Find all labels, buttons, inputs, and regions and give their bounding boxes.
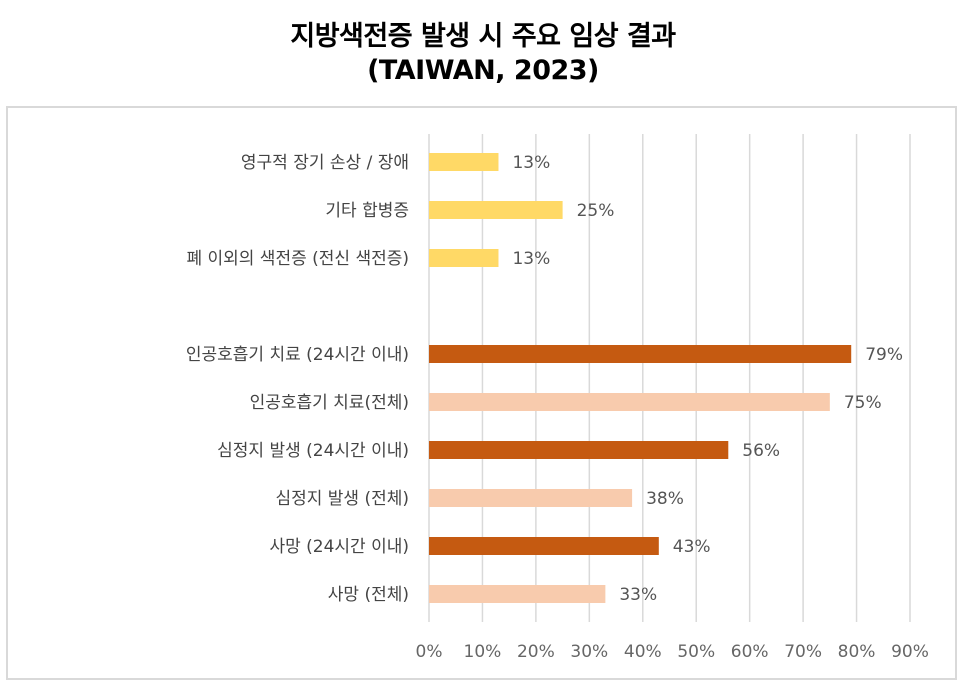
- category-label: 인공호흡기 치료 (24시간 이내): [186, 345, 409, 365]
- bar: [429, 249, 499, 267]
- category-label: 사망 (24시간 이내): [269, 537, 409, 557]
- x-tick-label: 10%: [464, 642, 502, 662]
- x-tick-label: 70%: [784, 642, 822, 662]
- bar: [429, 441, 729, 459]
- bar: [429, 489, 633, 507]
- value-labels: 13% 25% 13% 79% 75% 56% 38% 43% 33%: [512, 153, 903, 605]
- data-label: 56%: [742, 441, 780, 461]
- bar: [429, 201, 563, 219]
- data-label: 13%: [512, 249, 550, 269]
- data-label: 75%: [844, 393, 882, 413]
- chart-subtitle: (TAIWAN, 2023): [367, 55, 599, 86]
- x-tick-label: 80%: [838, 642, 876, 662]
- data-label: 33%: [619, 585, 657, 605]
- data-label: 25%: [577, 201, 615, 221]
- bar: [429, 153, 499, 171]
- bar: [429, 345, 852, 363]
- bar: [429, 537, 659, 555]
- data-label: 79%: [865, 345, 903, 365]
- category-label: 인공호흡기 치료(전체): [250, 393, 409, 413]
- x-tick-labels: 0% 10% 20% 30% 40% 50% 60% 70% 80% 90%: [416, 642, 929, 662]
- data-label: 13%: [512, 153, 550, 173]
- data-label: 43%: [673, 537, 711, 557]
- x-tick-label: 30%: [570, 642, 608, 662]
- bar: [429, 393, 830, 411]
- bars: [429, 153, 852, 603]
- chart-title: 지방색전증 발생 시 주요 임상 결과: [290, 21, 676, 52]
- category-label: 폐 이외의 색전증 (전신 색전증): [186, 249, 409, 269]
- x-tick-label: 20%: [517, 642, 555, 662]
- category-label: 사망 (전체): [328, 585, 409, 605]
- x-tick-label: 60%: [731, 642, 769, 662]
- data-label: 38%: [646, 489, 684, 509]
- x-tick-label: 50%: [677, 642, 715, 662]
- x-tick-label: 40%: [624, 642, 662, 662]
- category-label: 영구적 장기 손상 / 장애: [241, 153, 409, 173]
- category-label: 기타 합병증: [325, 201, 409, 221]
- bar: [429, 585, 606, 603]
- x-tick-label: 0%: [416, 642, 443, 662]
- category-label: 심정지 발생 (전체): [275, 489, 409, 509]
- category-label: 심정지 발생 (24시간 이내): [217, 441, 409, 461]
- x-tick-label: 90%: [891, 642, 929, 662]
